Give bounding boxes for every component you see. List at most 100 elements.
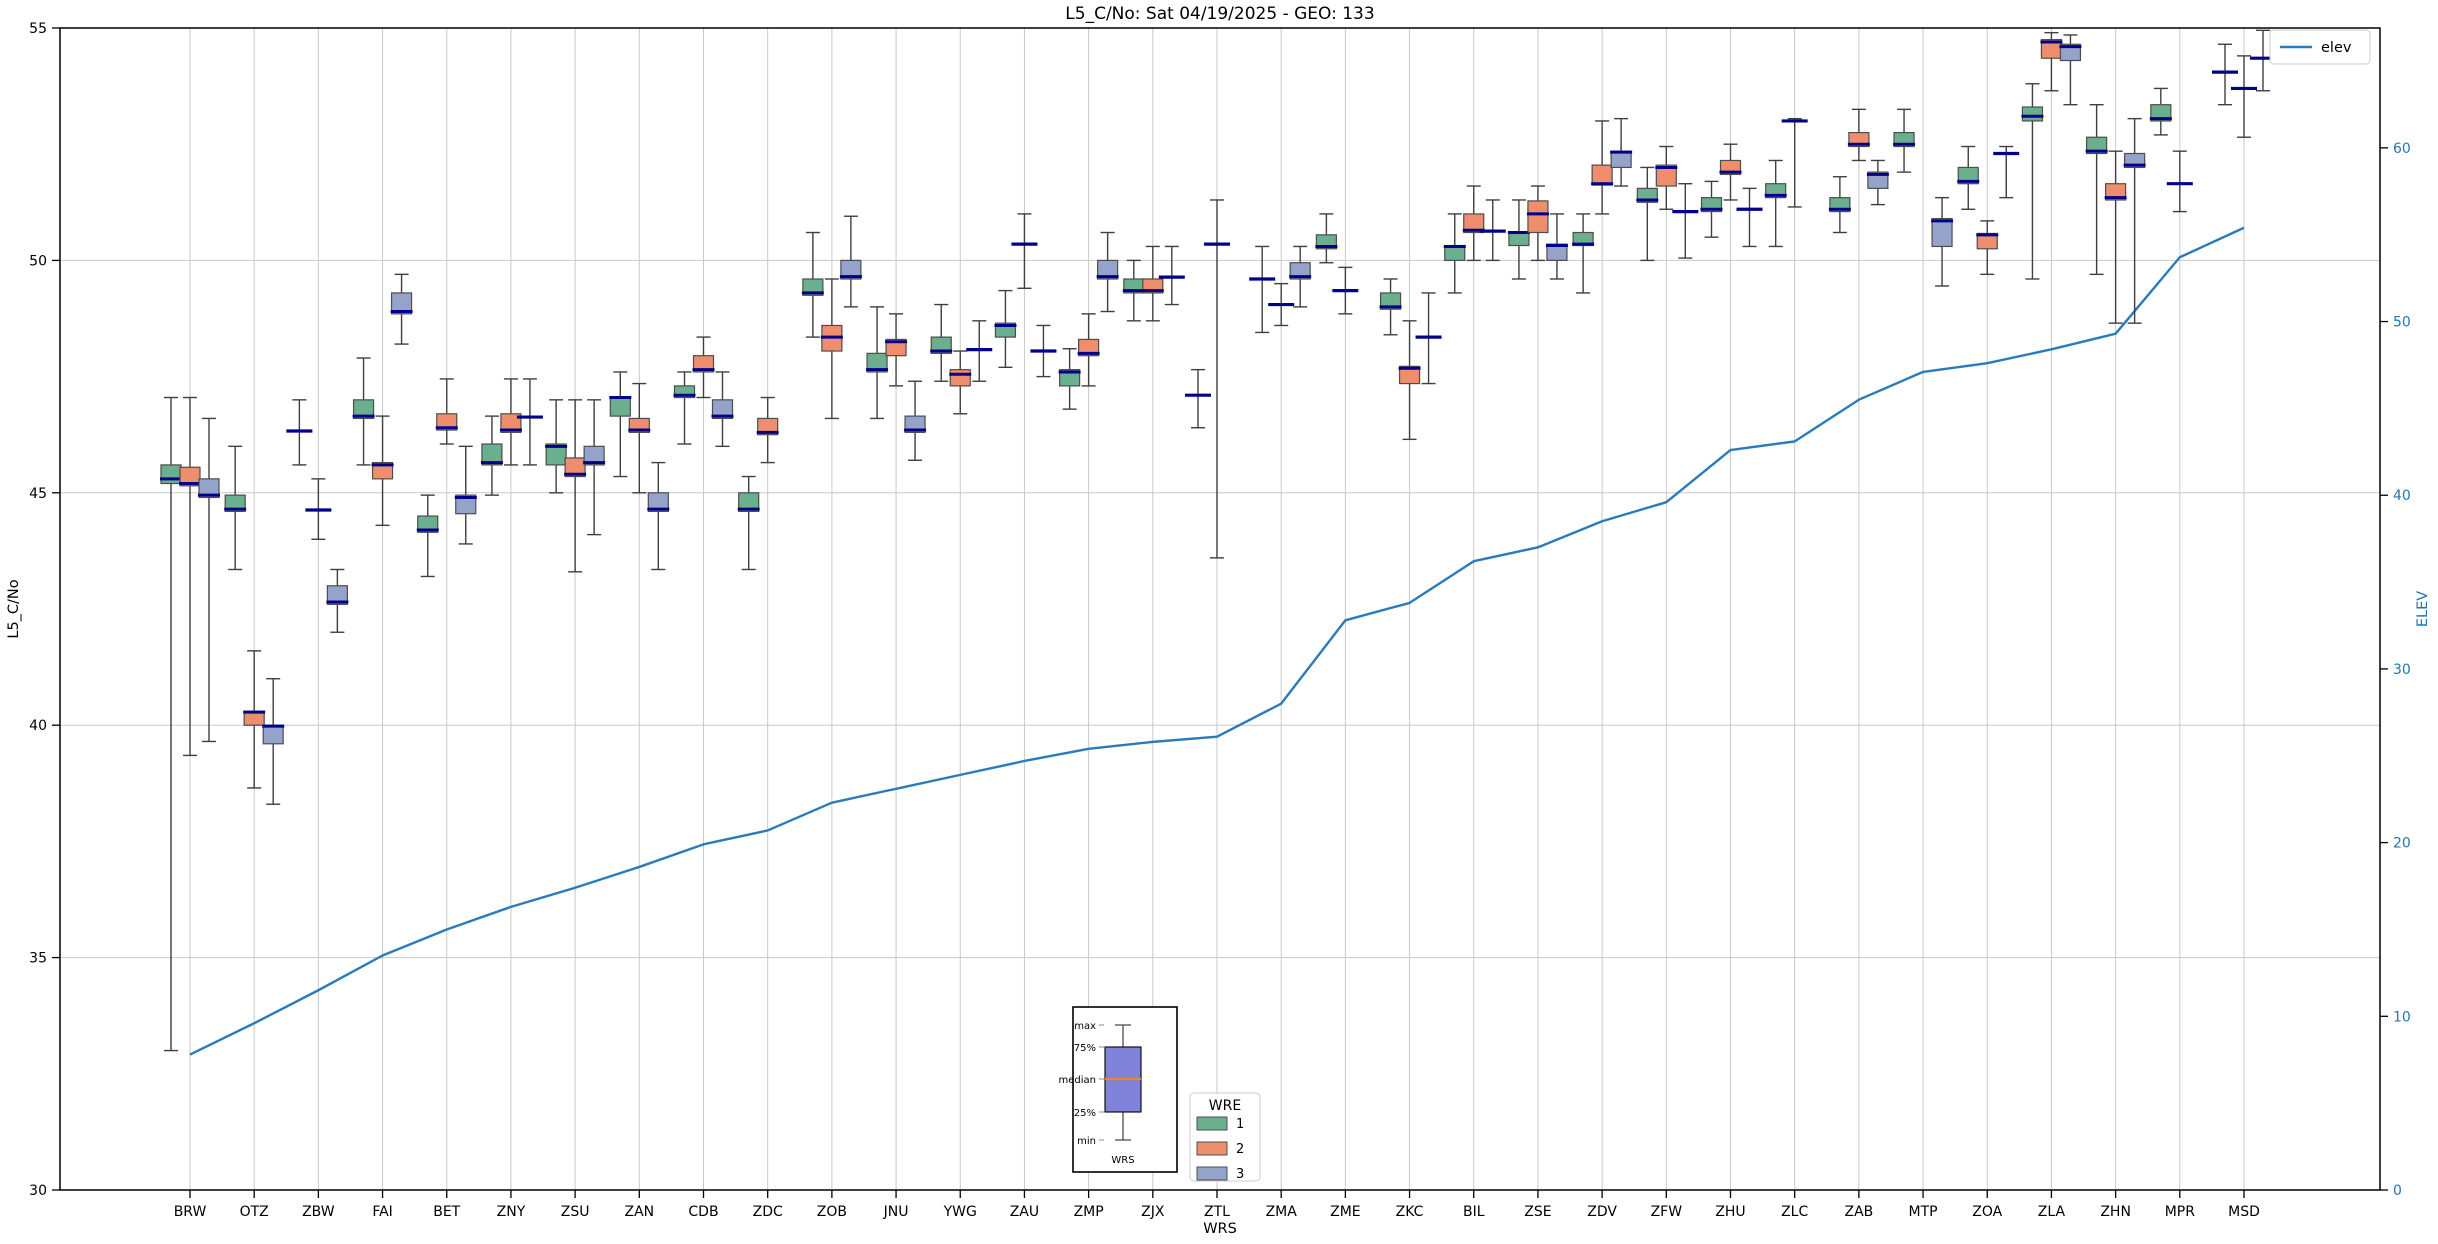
right-tick-label-60: 60 [2393,141,2411,157]
box-wre3-ZDV [1610,150,1632,169]
boxplot-wre3-ZAB [1866,159,1889,206]
right-tick-label-50: 50 [2393,315,2411,331]
boxplot-wre2-OTZ [243,650,266,789]
boxplot-wre3-ZHN [2123,117,2146,324]
boxplot-wre2-MSD [2231,55,2257,138]
box-wre3-MTP [1931,217,1953,248]
x-tick-label-ZFW: ZFW [1651,1204,1683,1220]
boxplot-wre3-BIL [1479,199,1506,262]
boxplot-wre1-ZJX [1122,259,1145,322]
boxplot-wre2-ZMP [1077,313,1100,387]
x-tick-label-ZAN: ZAN [624,1204,654,1220]
boxplot-wre3-ZMA [1289,245,1312,308]
left-tick-label-40: 40 [29,718,47,734]
boxplot-wre2-ZJX [1141,245,1164,322]
box-wre1-ZAN [609,396,631,417]
box-wre3-ZMA [1289,262,1311,280]
boxplot-wre2-ZOB [820,278,843,420]
inset-label-max: max [1074,1021,1096,1032]
boxplot-wre2-ZSE [1526,185,1549,262]
boxplot-wre1-ZAN [609,371,632,478]
elev-legend[interactable]: elev [2269,29,2371,65]
x-tick-label-ZKC: ZKC [1396,1204,1424,1220]
box-wre3-BRW [198,478,220,499]
boxplot-wre3-ZLA [2059,34,2082,106]
box-wre2-BET [436,413,458,431]
elev-legend-frame [2269,29,2371,65]
wre-legend-label-1: 1 [1236,1117,1244,1132]
box-wre2-ZKC [1398,365,1421,385]
boxplot-wre3-ZDV [1610,117,1633,187]
box-wre3-BET [455,494,477,515]
box-wre3-ZAB [1867,171,1889,189]
inset-label-median: median [1059,1075,1097,1086]
right-tick-label-20: 20 [2393,836,2411,852]
boxplot-wre3-ZOB [839,215,862,308]
boxplot-wre1-ZFW [1636,166,1659,262]
right-tick-label-10: 10 [2393,1009,2411,1025]
x-tick-label-ZMP: ZMP [1074,1204,1104,1220]
boxplot-wre3-OTZ [262,678,285,805]
boxplot-wre1-ZSE [1507,199,1530,280]
boxplot-wre1-ZAB [1828,176,1851,234]
boxplot-key-inset: max 75% median 25% min WRS [1059,1006,1178,1173]
elev-line [189,226,2245,1056]
boxplot-wre1-ZOB [801,231,824,338]
box-wre1-ZKC [1379,292,1402,310]
right-tick-label-40: 40 [2393,488,2411,504]
inset-label-75: 75% [1074,1043,1096,1054]
box-wre1-ZSU [545,443,567,466]
boxplot-wre2-ZAB [1847,108,1870,162]
boxplot-wre1-YWG [930,303,953,382]
x-tick-label-ZTL: ZTL [1204,1204,1230,1220]
left-tick-label-35: 35 [29,951,47,967]
wre-legend-title: WRE [1209,1098,1241,1114]
box-wre3-ZLA [2059,43,2082,62]
box-wre1-ZNY [481,443,503,466]
plot-frame [59,27,2381,1191]
box-wre1-ZLA [2021,106,2044,122]
x-tick-label-ZLC: ZLC [1781,1204,1808,1220]
box-wre3-ZOB [840,259,862,280]
x-tick-label-MSD: MSD [2228,1204,2260,1220]
boxplot-wre2-ZME [1332,266,1359,315]
left-axis-label: L5_C/No [6,579,22,638]
boxplot-wre1-ZHN [2085,103,2108,276]
boxplot-wre3-ZBW [326,568,349,633]
boxplot-wre2-ZBW [305,478,332,540]
boxplot-wre1-OTZ [224,445,247,571]
wre-legend-label-3: 3 [1236,1167,1244,1182]
boxplot-wre3-ZAN [647,461,670,571]
boxplot-wre3-MTP [1931,196,1954,287]
box-wre1-CDB [673,385,696,399]
boxplot-wre2-ZDC [756,396,779,464]
boxplot-wre3-YWG [966,320,993,382]
boxplot-wre2-ZDV [1591,120,1614,215]
boxplot-wre1-ZME [1315,213,1338,264]
box-wre1-JNU [866,352,888,373]
x-tick-label-ZBW: ZBW [302,1204,335,1220]
wre-legend-swatch-2 [1196,1141,1228,1156]
boxplot-wre3-ZSU [583,399,606,536]
boxplot-wre3-ZAU [1030,324,1057,378]
boxplot-wre2-MPR [2166,150,2193,213]
boxplot-wre1-ZMA [1249,245,1276,334]
box-wre1-ZMP [1059,369,1081,387]
box-wre2-ZHN [2105,183,2127,201]
boxplot-wre3-ZJX [1158,245,1185,306]
x-tick-label-ZDV: ZDV [1587,1204,1617,1220]
wre-legend-frame [1189,1092,1261,1182]
boxplot-wre1-ZKC [1379,278,1402,336]
box-wre2-ZDV [1591,164,1613,186]
right-tick-label-0: 0 [2393,1183,2402,1199]
boxplot-wre1-ZDV [1572,213,1595,294]
boxplot-wre2-ZTL [1204,199,1230,559]
box-wre1-ZHN [2086,136,2108,155]
x-tick-label-MPR: MPR [2165,1204,2196,1220]
x-tick-label-MTP: MTP [1909,1204,1938,1220]
wre-legend[interactable]: WRE 1 2 3 [1189,1092,1261,1182]
inset-label-25: 25% [1074,1108,1096,1119]
x-tick-label-CDB: CDB [688,1204,718,1220]
wre-legend-swatch-1 [1196,1116,1228,1131]
